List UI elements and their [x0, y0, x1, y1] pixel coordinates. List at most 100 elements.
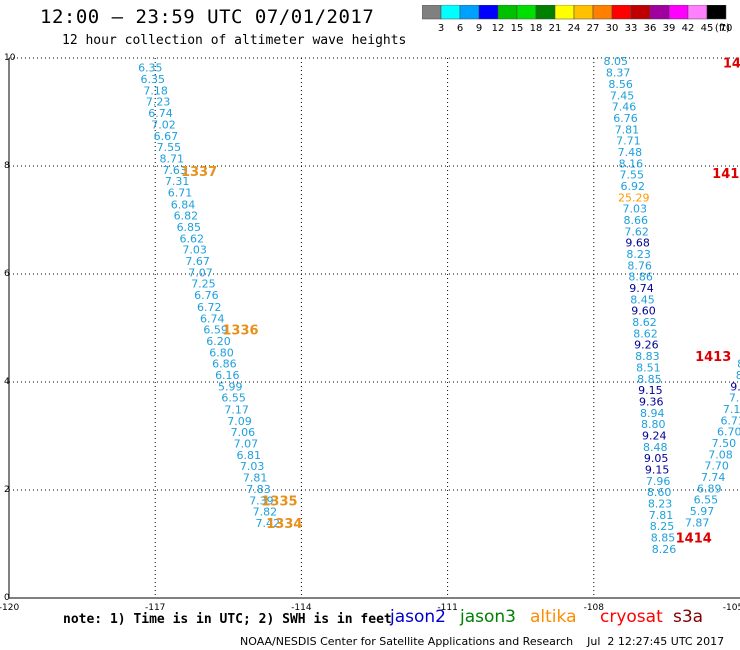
- page-subtitle: 12 hour collection of altimeter wave hei…: [62, 33, 407, 48]
- wave-height-label: 6.55: [694, 494, 719, 507]
- wave-height-label: 6.81: [237, 449, 262, 462]
- x-tick-label: -105: [723, 603, 740, 613]
- satellite-altika: altika: [530, 607, 577, 627]
- credit-line: NOAA/NESDIS Center for Satellite Applica…: [240, 635, 725, 648]
- wave-height-label: 9.15: [638, 384, 663, 397]
- pass-time-label: 1334: [266, 517, 302, 532]
- wave-height-label: 8.23: [648, 498, 673, 511]
- wave-height-label: 7.09: [227, 415, 252, 428]
- y-tick-label: 10: [4, 53, 16, 63]
- wave-height-label: 7.81: [649, 509, 674, 522]
- wave-height-label: 7.62: [624, 225, 649, 238]
- wave-height-label: 7.55: [620, 169, 645, 182]
- wave-height-label: 7.08: [708, 448, 733, 461]
- wave-height-label: 7.18: [143, 84, 168, 97]
- y-tick-label: 8: [4, 161, 10, 171]
- wave-height-label: 8.05: [603, 55, 628, 68]
- color-scale-label: 21: [549, 23, 562, 34]
- wave-height-label: 5.97: [690, 505, 715, 518]
- wave-height-label: 8.16: [619, 157, 644, 170]
- wave-height-label: 8.: [737, 358, 740, 371]
- wave-height-label: 8.83: [635, 350, 660, 363]
- wave-height-label: 8.76: [627, 259, 652, 272]
- wave-height-label: 6.20: [206, 335, 231, 348]
- color-scale-label: 6: [457, 23, 463, 34]
- wave-height-label: 25.29: [618, 191, 650, 204]
- wave-height-label: 7.81: [615, 123, 640, 136]
- wave-height-label: 8.62: [632, 316, 657, 329]
- wave-height-label: 7.17: [224, 404, 249, 417]
- wave-height-label: 8.60: [647, 486, 672, 499]
- wave-height-label: 7.8: [729, 392, 740, 405]
- color-scale-label: 42: [682, 23, 695, 34]
- satellite-cryosat: cryosat: [600, 607, 663, 627]
- wave-height-label: 7.16: [723, 403, 740, 416]
- wave-height-label: 7.03: [622, 203, 647, 216]
- color-scale-label: 27: [587, 23, 600, 34]
- wave-height-label: 9.36: [639, 395, 664, 408]
- wave-height-label: 7.55: [157, 141, 182, 154]
- wave-height-label: 6.85: [177, 221, 202, 234]
- x-tick-label: -108: [584, 603, 605, 613]
- color-scale-label: 24: [568, 23, 581, 34]
- wave-height-label: 8.25: [650, 520, 675, 533]
- x-tick-label: -117: [145, 603, 165, 613]
- wave-height-label: 9.74: [629, 282, 654, 295]
- wave-height-label: 7.96: [646, 475, 671, 488]
- wave-height-label: 8.56: [608, 78, 633, 91]
- wave-height-label: 8.26: [652, 543, 677, 556]
- color-scale-label: 70: [720, 23, 733, 34]
- wave-height-label: 6.35: [138, 62, 163, 75]
- x-tick-label: -111: [437, 603, 457, 613]
- wave-height-label: 8.94: [640, 407, 665, 420]
- wave-height-label: 8.85: [651, 532, 676, 545]
- pass-time-label: 1336: [222, 324, 258, 339]
- wave-height-label: 8.51: [636, 361, 661, 374]
- wave-height-label: 6.76: [613, 112, 638, 125]
- wave-height-label: 7.67: [185, 255, 210, 268]
- satellite-jason3: jason3: [460, 607, 516, 627]
- wave-height-label: 6.59: [203, 324, 228, 337]
- units-note: note: 1) Time is in UTC; 2) SWH is in fe…: [63, 612, 392, 627]
- wave-height-label: 7.74: [701, 471, 726, 484]
- wave-height-label: 7.70: [704, 460, 729, 473]
- wave-height-label: 9.1: [730, 380, 740, 393]
- wave-height-label: 7.50: [712, 437, 737, 450]
- wave-height-label: 6.62: [180, 232, 205, 245]
- wave-height-label: 7.39: [249, 494, 274, 507]
- wave-height-label: 7.31: [165, 175, 190, 188]
- wave-height-label: 7.82: [253, 506, 278, 519]
- pass-time-label: 1413: [695, 350, 731, 365]
- color-scale-label: 30: [606, 23, 619, 34]
- color-scale-label: 39: [663, 23, 676, 34]
- wave-height-label: 6.35: [141, 73, 166, 86]
- wave-height-label: 6.72: [197, 301, 222, 314]
- wave-height-label: 6.74: [148, 107, 173, 120]
- wave-height-label: 5.99: [218, 380, 243, 393]
- wave-height-label: 7.23: [146, 96, 171, 109]
- satellite-s3a: s3a: [673, 607, 704, 627]
- wave-height-label: 7.87: [685, 516, 710, 529]
- y-tick-label: 0: [4, 593, 10, 603]
- y-tick-label: 6: [4, 269, 10, 279]
- pass-time-label: 1337: [181, 165, 217, 180]
- wave-height-label: 7.46: [612, 101, 637, 114]
- x-tick-label: -114: [291, 603, 312, 613]
- x-tick-label: -120: [0, 603, 19, 613]
- wave-height-label: 7.83: [246, 483, 271, 496]
- satellite-jason2: jason2: [390, 607, 446, 627]
- wave-height-label: 6.80: [209, 346, 234, 359]
- wave-height-label: 6.86: [212, 358, 237, 371]
- wave-height-label: 6.82: [174, 210, 199, 223]
- wave-height-label: 7.07: [234, 438, 259, 451]
- wave-height-label: 6.71: [720, 414, 740, 427]
- wave-height-label: 8.80: [641, 418, 666, 431]
- pass-time-label: 1335: [261, 494, 297, 509]
- wave-height-label: 7.03: [240, 460, 265, 473]
- color-scale-label: 45: [701, 23, 714, 34]
- wave-height-label: 6.16: [215, 369, 240, 382]
- wave-height-label: 6.89: [697, 482, 722, 495]
- wave-height-label: 8.37: [606, 67, 631, 80]
